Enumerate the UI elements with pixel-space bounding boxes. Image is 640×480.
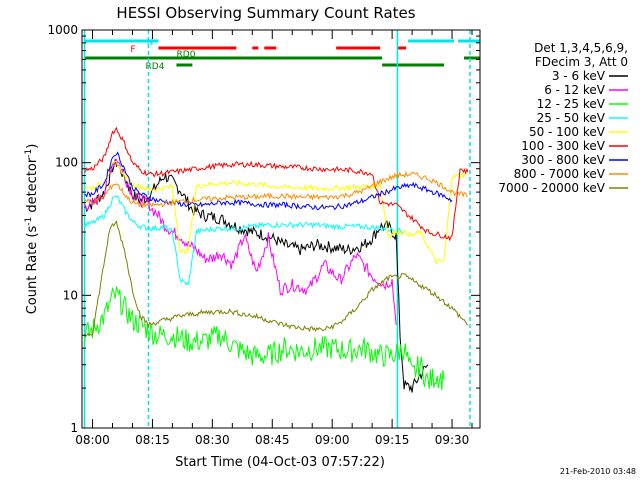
series-line xyxy=(84,220,469,337)
legend-label: 12 - 25 keV xyxy=(537,97,606,111)
series-line xyxy=(84,151,453,211)
x-tick-label: 09:30 xyxy=(435,433,470,447)
y-axis-label-tail: detector xyxy=(25,157,40,217)
y-tick-label: 1000 xyxy=(47,23,78,37)
y-tick-label: 1 xyxy=(70,421,78,435)
legend-label: 800 - 7000 keV xyxy=(514,167,606,181)
flag-label: F xyxy=(130,45,135,55)
x-tick-label: 08:00 xyxy=(75,433,110,447)
series-line xyxy=(84,286,445,391)
legend-label: 25 - 50 keV xyxy=(537,111,606,125)
legend-label: 100 - 300 keV xyxy=(521,139,605,153)
observing-flags: N F RD0 RD4 xyxy=(84,38,480,72)
series-line xyxy=(84,170,468,210)
series-line xyxy=(84,160,469,266)
legend-label: 6 - 12 keV xyxy=(544,83,606,97)
flag-label: RD4 xyxy=(146,62,165,72)
x-tick-label: 09:15 xyxy=(375,433,410,447)
legend-label: 50 - 100 keV xyxy=(529,125,606,139)
chart-title: HESSI Observing Summary Count Rates xyxy=(116,4,415,22)
y-axis-label-text: Count Rate (s xyxy=(25,226,40,315)
attenuator-markers xyxy=(83,30,471,428)
y-axis: 1 10 100 1000 xyxy=(47,23,480,435)
flag-label: N xyxy=(147,38,154,48)
y-tick-label: 100 xyxy=(55,156,78,170)
y-axis-label: Count Rate (s-1 detector-1) xyxy=(24,144,40,315)
series-line xyxy=(84,195,405,287)
x-axis: 08:00 08:15 08:30 08:45 09:00 09:15 09:30 xyxy=(75,30,473,447)
x-axis-label: Start Time (04-Oct-03 07:57:22) xyxy=(175,455,385,470)
y-axis-label-close: ) xyxy=(25,144,40,149)
x-tick-label: 08:30 xyxy=(195,433,230,447)
y-tick-label: 10 xyxy=(63,288,78,302)
legend: Det 1,3,4,5,6,9, FDecim 3, Att 0 3 - 6 k… xyxy=(498,41,628,195)
legend-header-line-2: FDecim 3, Att 0 xyxy=(535,55,628,69)
x-tick-label: 08:45 xyxy=(255,433,290,447)
x-tick-label: 09:00 xyxy=(315,433,350,447)
x-tick-label: 08:15 xyxy=(135,433,170,447)
footer-date: 21-Feb-2010 03:48 xyxy=(560,467,636,476)
legend-label: 7000 - 20000 keV xyxy=(498,181,605,195)
y-axis-label-sup: -1 xyxy=(24,217,34,226)
series-line xyxy=(84,158,397,325)
series-lines xyxy=(84,126,469,393)
plot-frame xyxy=(81,29,481,429)
series-line xyxy=(84,126,469,242)
legend-label: 3 - 6 keV xyxy=(552,69,606,83)
legend-label: 300 - 800 keV xyxy=(521,153,605,167)
series-line xyxy=(84,158,429,393)
y-axis-label-sup2: -1 xyxy=(24,149,34,158)
legend-header-line-1: Det 1,3,4,5,6,9, xyxy=(534,41,628,55)
flag-label: RD0 xyxy=(177,50,196,60)
